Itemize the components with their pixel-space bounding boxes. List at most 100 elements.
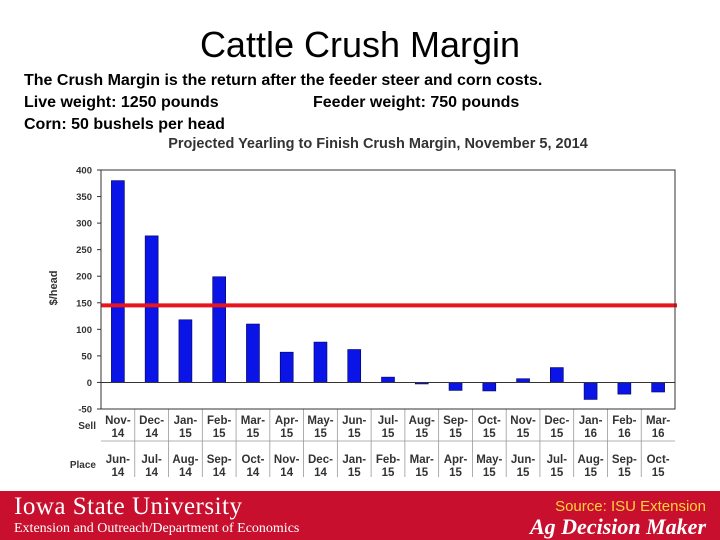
place-month-label: 15 [584,467,597,479]
sell-month-label: 14 [111,428,124,440]
place-month-label: Jul- [141,454,162,466]
y-tick-label: 300 [76,219,92,230]
place-month-label: Nov- [274,454,300,466]
sell-month-label: Nov- [510,415,536,427]
bar-dec-14 [144,235,159,383]
place-month-label: May- [476,454,502,466]
place-month-label: 14 [247,467,260,479]
sell-month-label: Jan- [174,415,198,427]
place-month-label: Dec- [308,454,333,466]
bar-may-15 [313,341,328,383]
y-axis-label: $/head [48,271,60,306]
place-label: Place [70,460,97,471]
place-month-label: Oct- [241,454,264,466]
sell-month-label: Jan- [579,415,603,427]
place-month-label: 15 [415,467,428,479]
sell-month-label: 14 [145,428,158,440]
sell-month-label: 16 [618,428,631,440]
description-line-3: Corn: 50 bushels per head [24,116,225,133]
sell-label: Sell [78,421,96,432]
y-tick-label: 350 [76,192,92,203]
sell-month-label: 15 [415,428,428,440]
place-month-label: Sep- [207,454,232,466]
sell-month-label: 15 [247,428,260,440]
sell-month-label: 15 [483,428,496,440]
sell-month-label: Sep- [443,415,468,427]
place-month-label: 14 [213,467,226,479]
bar-feb-15 [212,276,226,383]
place-month-label: 15 [449,467,462,479]
sell-month-label: 15 [280,428,293,440]
sell-month-label: Jul- [378,415,399,427]
source-text: Source: ISU Extension [555,498,706,515]
place-month-label: Oct- [647,454,670,466]
extension-text: Extension and Outreach/Department of Eco… [14,521,300,536]
y-tick-label: 400 [76,166,92,177]
sell-month-label: 15 [213,428,226,440]
sell-month-label: Apr- [275,415,299,427]
bars [111,180,665,400]
place-month-label: Aug- [172,454,198,466]
sell-month-label: Jun- [342,415,366,427]
bar-apr-15 [279,351,294,383]
sell-month-label: 15 [449,428,462,440]
crush-margin-chart: Projected Yearling to Finish Crush Margi… [48,136,677,479]
place-month-label: Apr- [444,454,468,466]
place-month-label: 14 [314,467,327,479]
bar-jul-15 [381,376,395,383]
place-month-label: Jun- [106,454,130,466]
bar-jan-15 [178,319,193,383]
place-month-label: 15 [652,467,665,479]
bar-oct-15 [482,382,497,392]
place-month-label: 15 [618,467,631,479]
place-month-label: Mar- [410,454,434,466]
y-tick-label: -50 [78,405,92,416]
place-month-label: 14 [145,467,158,479]
university-logo-text: Iowa State University [14,493,243,520]
place-month-label: 14 [280,467,293,479]
slide-title: Cattle Crush Margin [199,24,521,65]
y-tick-label: 200 [76,272,92,283]
sell-month-label: 15 [550,428,563,440]
sell-month-label: 15 [517,428,530,440]
sell-month-label: Aug- [409,415,435,427]
place-month-label: 14 [111,467,124,479]
sell-month-label: 15 [179,428,192,440]
x-labels: Nov-14Dec-14Jan-15Feb-15Mar-15Apr-15May-… [105,415,670,479]
bar-mar-15 [246,323,260,383]
y-tick-label: 50 [81,351,92,362]
y-tick-label: 0 [87,378,92,389]
place-month-label: Jan- [342,454,366,466]
y-tick-label: 100 [76,325,92,336]
bar-jun-15 [347,349,362,383]
y-tick-label: 250 [76,245,92,256]
y-ticks: 400 350 300 250 200 150 100 50 0 -50 [76,166,101,416]
sell-month-label: Mar- [646,415,670,427]
place-month-label: Jul- [547,454,568,466]
sell-month-label: Dec- [139,415,164,427]
bar-nov-15 [516,378,530,383]
bar-dec-15 [550,367,564,383]
sell-month-label: 15 [382,428,395,440]
bar-nov-14 [111,180,125,383]
description-line-1: The Crush Margin is the return after the… [24,72,543,89]
place-month-label: Feb- [376,454,400,466]
sell-month-label: 15 [314,428,327,440]
sell-month-label: Feb- [612,415,636,427]
bar-jan-16 [583,382,598,400]
category-grid [101,409,675,477]
sell-month-label: 16 [652,428,665,440]
ag-decision-maker-text: Ag Decision Maker [530,514,706,539]
bar-feb-16 [617,382,632,395]
footer-bar [0,491,720,540]
place-month-label: 15 [483,467,496,479]
sell-month-label: Feb- [207,415,231,427]
bar-sep-15 [448,382,463,391]
place-month-label: 15 [550,467,563,479]
sell-month-label: Dec- [544,415,569,427]
sell-month-label: 16 [584,428,597,440]
place-month-label: Sep- [612,454,637,466]
sell-month-label: Nov- [105,415,131,427]
sell-month-label: Mar- [241,415,265,427]
bar-mar-16 [651,382,665,393]
